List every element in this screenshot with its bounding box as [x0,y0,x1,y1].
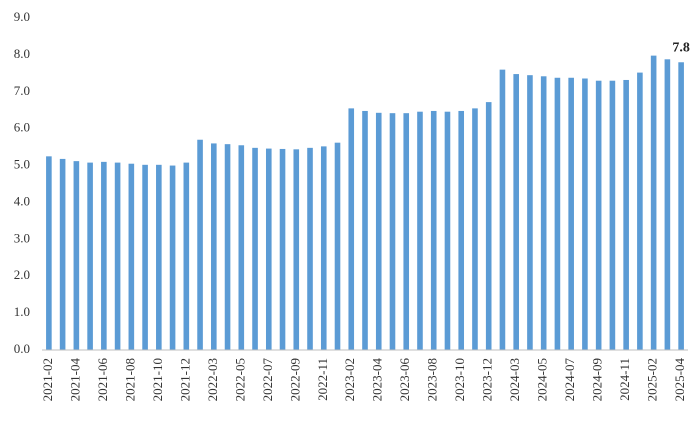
bar [238,145,245,350]
bar [595,80,602,350]
bar [279,148,286,350]
y-tick-label: 8.0 [14,46,30,61]
y-tick-label: 1.0 [14,304,30,319]
bar [637,72,643,351]
x-tick-label: 2024-11 [617,358,632,401]
x-tick-label: 2025-04 [672,358,687,402]
x-tick-label: 2021-08 [122,358,137,401]
x-tick-label: 2023-04 [370,358,385,402]
bar [417,111,423,350]
y-tick-label: 3.0 [14,230,30,245]
bar [458,110,465,351]
bar [513,74,519,351]
x-tick-label: 2024-09 [590,358,605,401]
bar [362,110,368,351]
bar [183,162,190,350]
y-tick-label: 7.0 [14,83,30,98]
x-tick-label: 2025-02 [645,358,660,401]
bar [540,76,547,350]
bar [73,161,80,350]
y-tick-label: 5.0 [14,157,30,172]
value-label: 7.8 [672,40,690,55]
x-tick-label: 2023-02 [342,358,357,401]
bar [403,113,410,350]
bar [87,162,93,350]
x-tick-label: 2022-03 [205,358,220,401]
bar [375,112,382,350]
bar [527,75,533,350]
bar [568,77,574,350]
bar [334,142,341,350]
bar [252,147,258,350]
bar [444,111,451,350]
bar [554,77,561,350]
x-tick-label: 2024-05 [535,358,550,401]
x-tick-label: 2021-12 [177,358,192,401]
bar [114,162,121,350]
x-tick-label: 2023-06 [397,358,412,402]
x-tick-label: 2022-05 [232,358,247,401]
bar [389,113,396,350]
bar [101,161,107,350]
x-tick-label: 2023-12 [480,358,495,401]
x-tick-label: 2022-07 [260,358,275,402]
bar [169,165,176,350]
bar [128,163,135,350]
bar [46,156,52,350]
y-tick-label: 9.0 [14,9,30,24]
bar [142,164,148,350]
bar [485,102,492,351]
bar [348,108,355,350]
bar [211,143,217,350]
bar [609,80,616,350]
x-tick-label: 2023-10 [452,358,467,401]
bar [678,62,684,351]
bar [650,55,657,350]
x-tick-label: 2023-08 [425,358,440,401]
y-tick-label: 0.0 [14,341,30,356]
bar [197,139,203,350]
x-tick-label: 2021-04 [67,358,82,402]
bar [430,110,437,351]
bar [499,69,506,351]
bar [664,59,671,351]
bar [224,144,231,350]
x-tick-label: 2021-10 [150,358,165,401]
bar [320,146,327,350]
y-tick-label: 2.0 [14,267,30,282]
bar [293,149,300,350]
x-tick-label: 2024-03 [507,358,522,401]
x-tick-label: 2021-02 [40,358,55,401]
x-tick-label: 2022-11 [315,358,330,401]
bar [582,78,588,351]
x-tick-label: 2022-09 [287,358,302,401]
bar [307,147,313,350]
y-tick-label: 4.0 [14,193,30,208]
bar [265,148,272,350]
bar [472,108,478,350]
x-tick-label: 2024-07 [562,358,577,402]
x-tick-label: 2021-06 [95,358,110,402]
bar [623,79,629,351]
bar [59,158,66,350]
y-tick-label: 6.0 [14,120,30,135]
bar [156,164,162,350]
